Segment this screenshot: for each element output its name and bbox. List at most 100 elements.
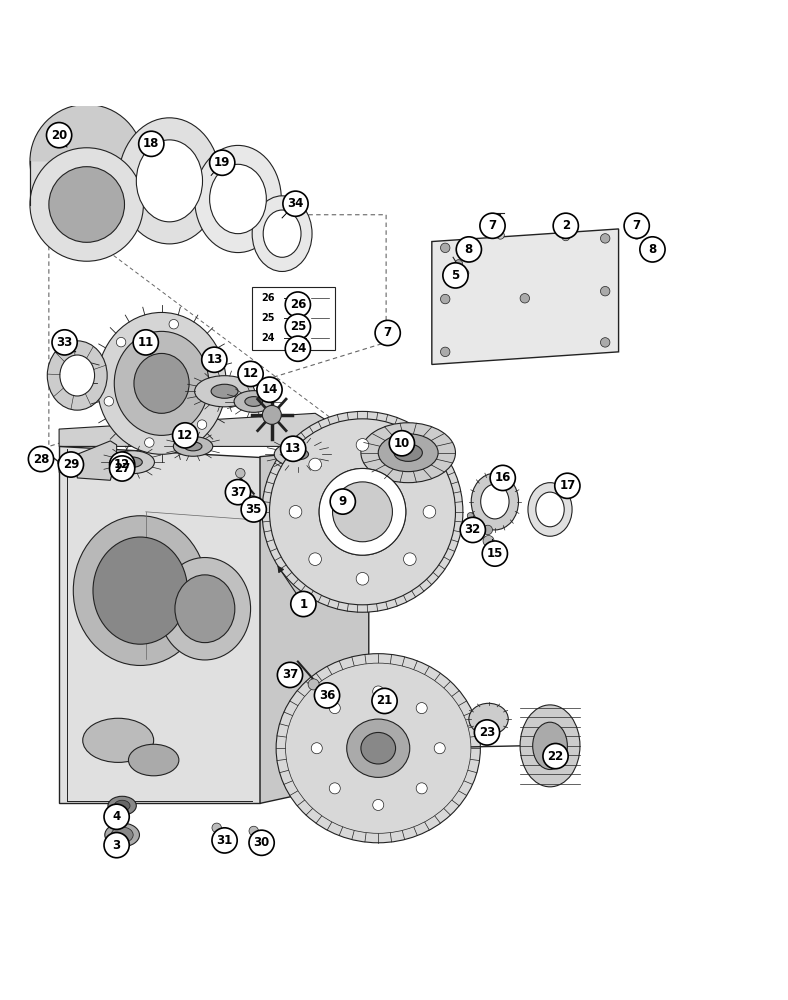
Text: 4: 4 xyxy=(113,810,121,823)
Ellipse shape xyxy=(122,457,143,467)
Ellipse shape xyxy=(105,823,139,847)
Ellipse shape xyxy=(118,118,221,244)
Text: 23: 23 xyxy=(479,726,495,739)
Text: 16: 16 xyxy=(495,471,511,484)
Circle shape xyxy=(520,294,530,303)
Ellipse shape xyxy=(536,492,564,527)
Ellipse shape xyxy=(60,355,95,396)
Ellipse shape xyxy=(333,482,392,542)
Text: 15: 15 xyxy=(487,547,503,560)
Ellipse shape xyxy=(378,434,438,472)
Circle shape xyxy=(322,686,328,692)
Bar xyxy=(252,287,335,350)
Ellipse shape xyxy=(245,397,262,406)
Circle shape xyxy=(434,743,445,754)
Text: 22: 22 xyxy=(548,750,563,763)
Text: 31: 31 xyxy=(217,834,232,847)
Circle shape xyxy=(117,337,126,347)
Text: 8: 8 xyxy=(649,243,656,256)
Circle shape xyxy=(281,436,306,461)
Text: 20: 20 xyxy=(51,129,67,142)
Circle shape xyxy=(600,234,610,243)
Circle shape xyxy=(41,448,50,457)
Ellipse shape xyxy=(134,353,189,413)
Ellipse shape xyxy=(520,705,580,787)
Circle shape xyxy=(553,213,578,238)
Circle shape xyxy=(249,830,274,855)
Text: 14: 14 xyxy=(262,383,277,396)
Text: 7: 7 xyxy=(384,326,392,339)
Circle shape xyxy=(483,535,494,546)
Circle shape xyxy=(375,320,400,346)
Circle shape xyxy=(169,319,179,329)
Text: 34: 34 xyxy=(288,197,303,210)
Ellipse shape xyxy=(465,240,478,248)
Text: 9: 9 xyxy=(339,495,347,508)
Circle shape xyxy=(210,361,219,370)
Text: 24: 24 xyxy=(262,333,275,343)
Ellipse shape xyxy=(128,744,179,776)
Polygon shape xyxy=(260,446,369,803)
Circle shape xyxy=(314,683,340,708)
Text: 3: 3 xyxy=(113,839,121,852)
Circle shape xyxy=(58,452,84,477)
Circle shape xyxy=(212,828,237,853)
Circle shape xyxy=(104,397,113,406)
Circle shape xyxy=(460,517,485,543)
Circle shape xyxy=(563,218,568,223)
Circle shape xyxy=(372,688,397,714)
Circle shape xyxy=(456,237,481,262)
Circle shape xyxy=(173,423,198,448)
Circle shape xyxy=(309,458,322,471)
Ellipse shape xyxy=(394,444,422,461)
Ellipse shape xyxy=(159,558,251,660)
Text: 12: 12 xyxy=(114,458,130,471)
Text: 30: 30 xyxy=(254,836,269,849)
Text: 12: 12 xyxy=(177,429,193,442)
Circle shape xyxy=(241,497,266,522)
Circle shape xyxy=(225,480,251,505)
Ellipse shape xyxy=(114,800,130,811)
Circle shape xyxy=(289,506,302,518)
Ellipse shape xyxy=(319,468,406,555)
Circle shape xyxy=(139,131,164,156)
Ellipse shape xyxy=(263,210,301,257)
Text: 37: 37 xyxy=(282,668,298,681)
Text: 35: 35 xyxy=(246,503,262,516)
Ellipse shape xyxy=(361,732,396,764)
Circle shape xyxy=(311,743,322,754)
Circle shape xyxy=(329,703,340,714)
Circle shape xyxy=(440,294,450,304)
Circle shape xyxy=(440,347,450,357)
Circle shape xyxy=(285,336,310,361)
Ellipse shape xyxy=(287,449,308,460)
Circle shape xyxy=(373,686,384,697)
Circle shape xyxy=(600,286,610,296)
Circle shape xyxy=(373,799,384,810)
Ellipse shape xyxy=(173,437,213,456)
Ellipse shape xyxy=(471,473,519,530)
Text: 1: 1 xyxy=(299,598,307,611)
Circle shape xyxy=(474,720,500,745)
Ellipse shape xyxy=(533,722,567,769)
Circle shape xyxy=(624,213,649,238)
Ellipse shape xyxy=(319,468,406,555)
Circle shape xyxy=(562,233,570,241)
Circle shape xyxy=(46,123,72,148)
Ellipse shape xyxy=(30,148,143,261)
Circle shape xyxy=(330,489,355,514)
Ellipse shape xyxy=(114,331,209,435)
Circle shape xyxy=(249,498,255,505)
Circle shape xyxy=(309,553,322,565)
Text: 2: 2 xyxy=(562,219,570,232)
Ellipse shape xyxy=(195,145,281,253)
Circle shape xyxy=(389,431,414,456)
Circle shape xyxy=(416,703,427,714)
Ellipse shape xyxy=(262,411,463,612)
Circle shape xyxy=(249,826,258,836)
Circle shape xyxy=(246,495,258,508)
Circle shape xyxy=(447,266,455,274)
Text: 24: 24 xyxy=(290,342,306,355)
Text: 13: 13 xyxy=(206,353,222,366)
Circle shape xyxy=(455,260,463,268)
